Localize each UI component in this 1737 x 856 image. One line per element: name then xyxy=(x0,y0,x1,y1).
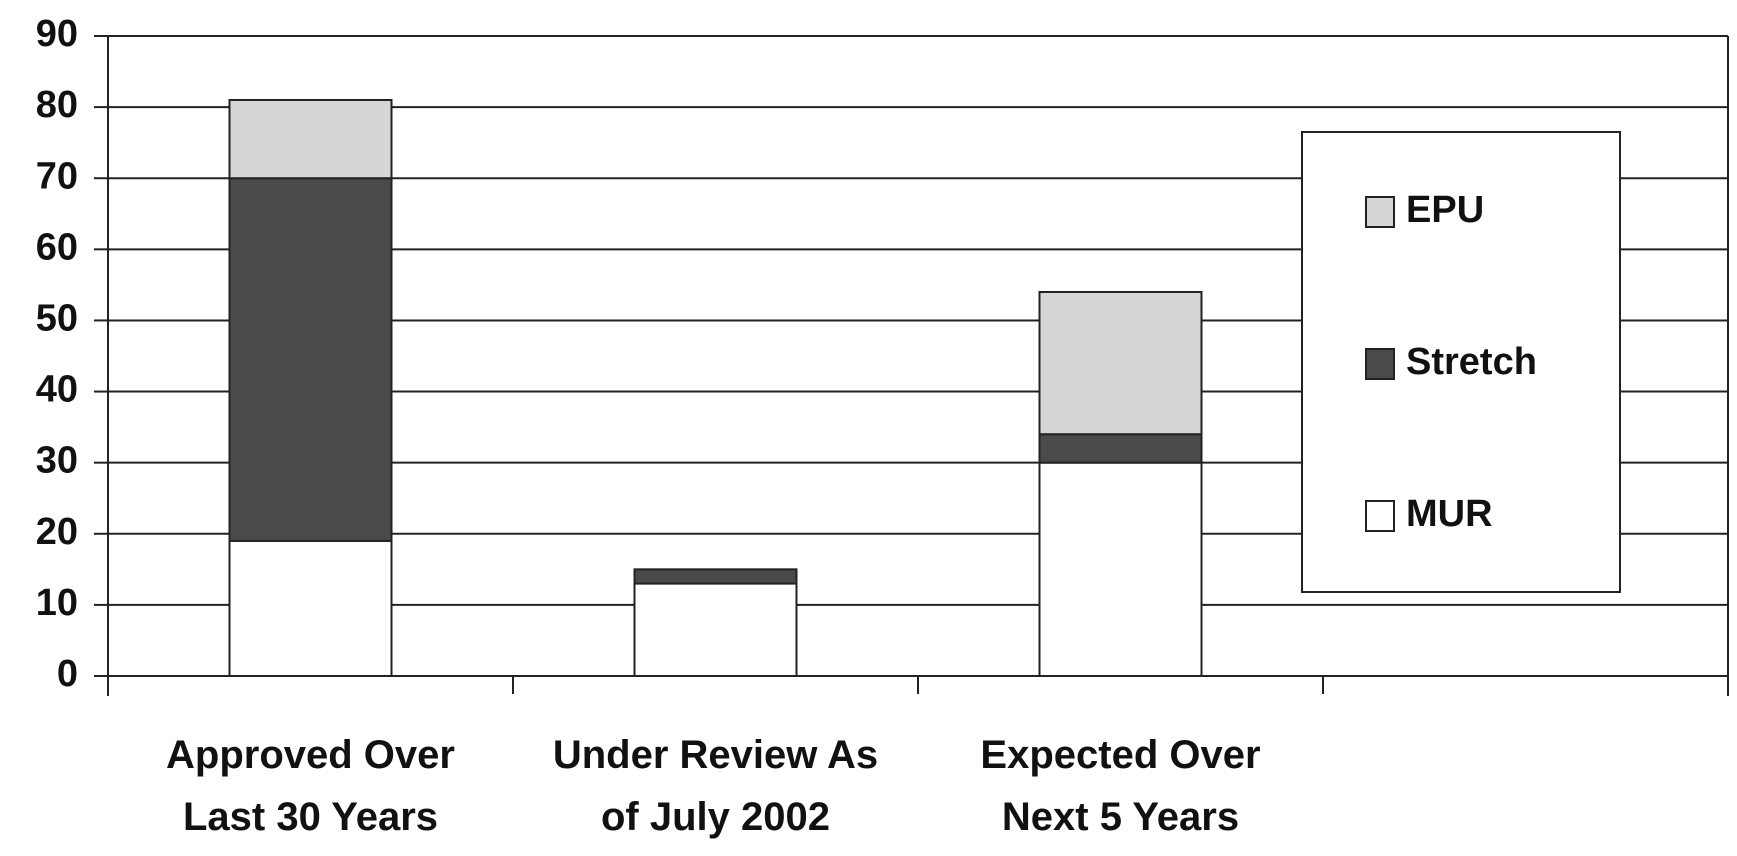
x-tick-label: Approved Over Last 30 Years xyxy=(166,733,455,839)
y-tick-label: 0 xyxy=(57,653,78,695)
x-tick-label: Expected Over Next 5 Years xyxy=(980,733,1261,839)
y-tick-label: 90 xyxy=(36,13,78,55)
legend-label: EPU xyxy=(1406,189,1484,231)
y-tick-label: 30 xyxy=(36,440,78,482)
y-tick-label: 70 xyxy=(36,155,78,197)
bar-segment xyxy=(1038,461,1203,677)
y-tick-label: 40 xyxy=(36,369,78,411)
y-tick-label: 20 xyxy=(36,511,78,553)
legend-label: MUR xyxy=(1406,493,1493,535)
bar-segment xyxy=(1038,433,1203,464)
bar-segment xyxy=(228,177,393,542)
legend-swatch xyxy=(1365,500,1395,532)
bar-segment xyxy=(228,99,393,180)
legend-swatch xyxy=(1365,196,1395,228)
y-tick-label: 50 xyxy=(36,297,78,339)
y-tick-label: 80 xyxy=(36,84,78,126)
x-tick-label: Under Review As of July 2002 xyxy=(552,733,879,839)
bar-segment xyxy=(633,568,798,585)
legend-swatch xyxy=(1365,348,1395,380)
legend-box xyxy=(1301,131,1621,593)
legend-label: Stretch xyxy=(1406,341,1537,383)
bar-segment xyxy=(1038,291,1203,436)
bar-segment xyxy=(633,582,798,677)
y-tick-label: 60 xyxy=(36,226,78,268)
bar-segment xyxy=(228,539,393,678)
y-tick-label: 10 xyxy=(36,582,78,624)
